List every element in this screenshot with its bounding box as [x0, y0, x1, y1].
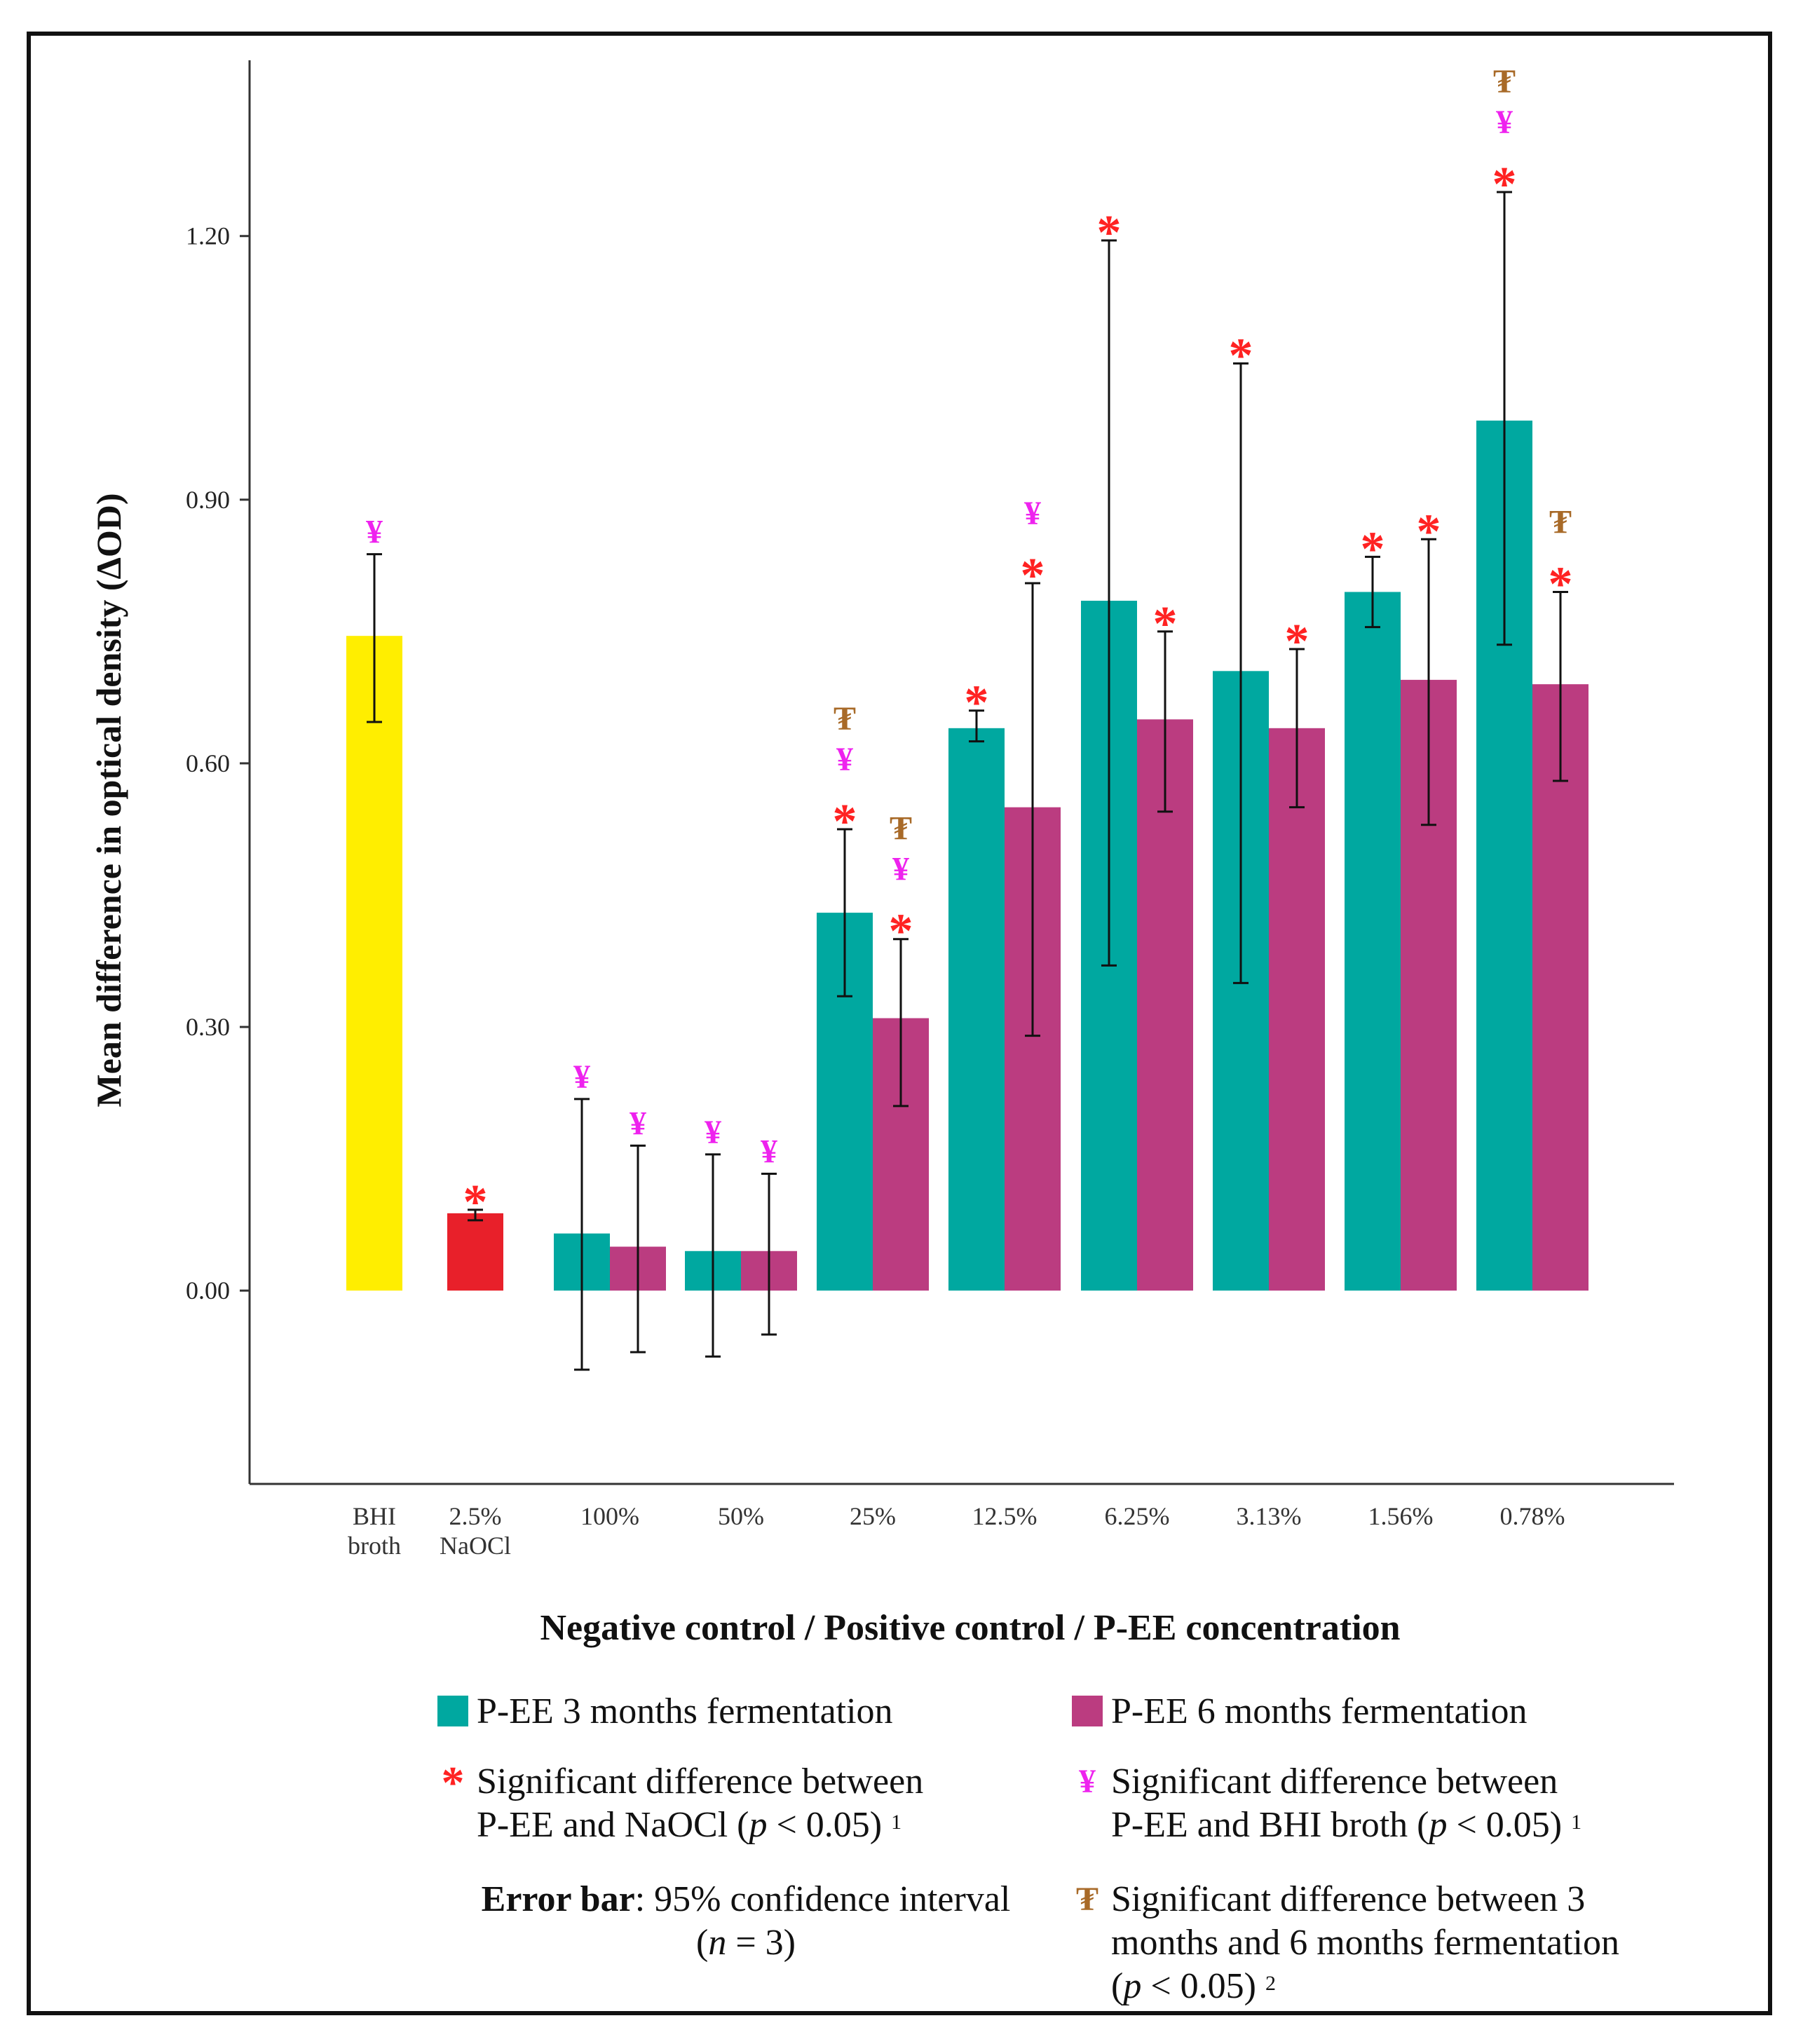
legend-star-line2-post: < 0.05)	[767, 1805, 892, 1845]
asterisk-icon: *	[1097, 206, 1122, 260]
legend-yen-p: p	[1429, 1805, 1448, 1845]
legend-item-tugrik: ₮ Significant difference between 3 month…	[1072, 1878, 1619, 2008]
asterisk-icon: *	[1417, 505, 1441, 559]
yen-icon: ¥	[1024, 495, 1041, 532]
tugrik-icon: ₮	[1075, 1881, 1098, 1918]
asterisk-icon: *	[1492, 158, 1517, 212]
x-tick-label: 3.13%	[1237, 1502, 1302, 1530]
legend-error-bar-line2-pre: (	[696, 1923, 709, 1963]
legend-item-yen: ¥ Significant difference between P-EE an…	[1072, 1760, 1581, 1847]
legend-swatch-3-months	[437, 1696, 468, 1726]
x-tick-label: 6.25%	[1105, 1502, 1170, 1530]
legend-error-bar-n: n	[708, 1923, 727, 1963]
x-tick-label: NaOCl	[440, 1532, 511, 1560]
legend-tugrik-line3-pre: (	[1111, 1966, 1124, 2006]
legend-yen-footnote: 1	[1571, 1811, 1582, 1834]
legend-star-footnote: 1	[891, 1811, 902, 1834]
tugrik-icon: ₮	[890, 810, 912, 847]
legend-star-line1: Significant difference between	[477, 1762, 924, 1801]
legend-error-bar-text: Error bar: 95% confidence interval (n = …	[482, 1878, 1011, 1965]
asterisk-icon: *	[1549, 557, 1573, 611]
tugrik-icon: ₮	[1493, 63, 1516, 100]
figure-frame: ¥ * ¥ ¥ ¥ ¥ * ¥ ₮ * ¥ ₮ * * ¥ * * * * * * * ¥ ₮ * ₮ 0.00 0.30 0.60 0…	[27, 32, 1772, 2015]
legend-error-bar-rest: : 95% confidence interval	[634, 1879, 1011, 1919]
yen-icon: ¥	[892, 851, 909, 888]
legend-item-error-bar: Error bar: 95% confidence interval (n = …	[444, 1878, 1047, 1965]
legend-star-line2-pre: P-EE and NaOCl (	[477, 1805, 749, 1845]
bar	[447, 1213, 503, 1291]
x-tick-label: 0.78%	[1500, 1502, 1565, 1530]
legend-yen-line1: Significant difference between	[1111, 1762, 1558, 1801]
legend-error-bar-bold: Error bar	[481, 1879, 635, 1919]
legend-label-3-months: P-EE 3 months fermentation	[477, 1691, 893, 1731]
y-tick-label: 1.20	[186, 222, 230, 250]
legend-label-6-months: P-EE 6 months fermentation	[1111, 1691, 1528, 1731]
x-tick-label: 2.5%	[449, 1502, 502, 1530]
yen-icon: ¥	[761, 1133, 777, 1170]
tugrik-icon: ₮	[1549, 503, 1572, 540]
x-axis-label: Negative control / Positive control / P-…	[540, 1608, 1400, 1648]
x-tick-label: 12.5%	[972, 1502, 1038, 1530]
legend-yen-line2-pre: P-EE and BHI broth (	[1111, 1805, 1429, 1845]
x-tick-label: BHI	[353, 1502, 396, 1530]
asterisk-icon: *	[889, 905, 913, 959]
x-tick-label: 1.56%	[1368, 1502, 1434, 1530]
legend-tugrik-line1: Significant difference between 3	[1111, 1879, 1586, 1919]
asterisk-icon: *	[1153, 597, 1178, 651]
asterisk-icon: *	[1361, 522, 1385, 576]
legend-tugrik-line3-post: < 0.05)	[1141, 1966, 1265, 2006]
yen-icon: ¥	[836, 741, 853, 778]
legend-item-6-months: P-EE 6 months fermentation	[1072, 1690, 1528, 1733]
yen-icon: ¥	[573, 1058, 590, 1096]
asterisk-icon: *	[1021, 549, 1045, 603]
legend-star-p: p	[749, 1805, 768, 1845]
asterisk-icon: *	[463, 1176, 488, 1229]
legend-item-star: * Significant difference between P-EE an…	[437, 1757, 924, 1847]
yen-icon: ¥	[705, 1114, 721, 1151]
y-axis-label: Mean difference in optical density (ΔOD)	[89, 493, 128, 1107]
legend-yen-line2-post: < 0.05)	[1447, 1805, 1572, 1845]
x-tick-label: 100%	[580, 1502, 639, 1530]
y-tick-label: 0.30	[186, 1013, 230, 1041]
bar	[1345, 592, 1401, 1291]
y-tick-label: 0.00	[186, 1276, 230, 1304]
y-tick-label: 0.60	[186, 749, 230, 777]
yen-icon: ¥	[1496, 104, 1513, 141]
legend-item-3-months: P-EE 3 months fermentation	[437, 1690, 893, 1733]
tugrik-icon: ₮	[834, 700, 856, 737]
asterisk-icon: *	[833, 795, 857, 849]
bar	[948, 728, 1005, 1291]
bar	[1532, 684, 1588, 1291]
asterisk-icon: *	[441, 1757, 465, 1808]
legend-tugrik-line2: months and 6 months fermentation	[1111, 1923, 1620, 1963]
bar	[1137, 719, 1193, 1291]
bar	[346, 636, 402, 1291]
legend-star-text: Significant difference between P-EE and …	[477, 1760, 923, 1847]
asterisk-icon: *	[1229, 329, 1253, 383]
yen-icon: ¥	[366, 514, 383, 551]
x-tick-label: broth	[348, 1532, 401, 1560]
x-tick-label: 50%	[718, 1502, 764, 1530]
yen-icon: ¥	[1079, 1763, 1096, 1800]
bar-chart: ¥ * ¥ ¥ ¥ ¥ * ¥ ₮ * ¥ ₮ * * ¥ * * * * * * * ¥ ₮ * ₮ 0.00 0.30 0.60 0…	[89, 60, 1674, 1648]
legend-swatch-6-months	[1072, 1696, 1103, 1726]
legend-tugrik-footnote: 2	[1265, 1972, 1276, 1995]
asterisk-icon: *	[1285, 615, 1309, 669]
legend-tugrik-text: Significant difference between 3 months …	[1111, 1878, 1619, 2008]
legend-error-bar-line2-post: = 3)	[726, 1923, 796, 1963]
y-tick-label: 0.90	[186, 486, 230, 514]
bar	[1269, 728, 1325, 1291]
yen-icon: ¥	[630, 1105, 646, 1142]
asterisk-icon: *	[965, 676, 989, 730]
legend-tugrik-p: p	[1123, 1966, 1142, 2006]
x-tick-label: 25%	[850, 1502, 896, 1530]
legend-yen-text: Significant difference between P-EE and …	[1111, 1760, 1581, 1847]
